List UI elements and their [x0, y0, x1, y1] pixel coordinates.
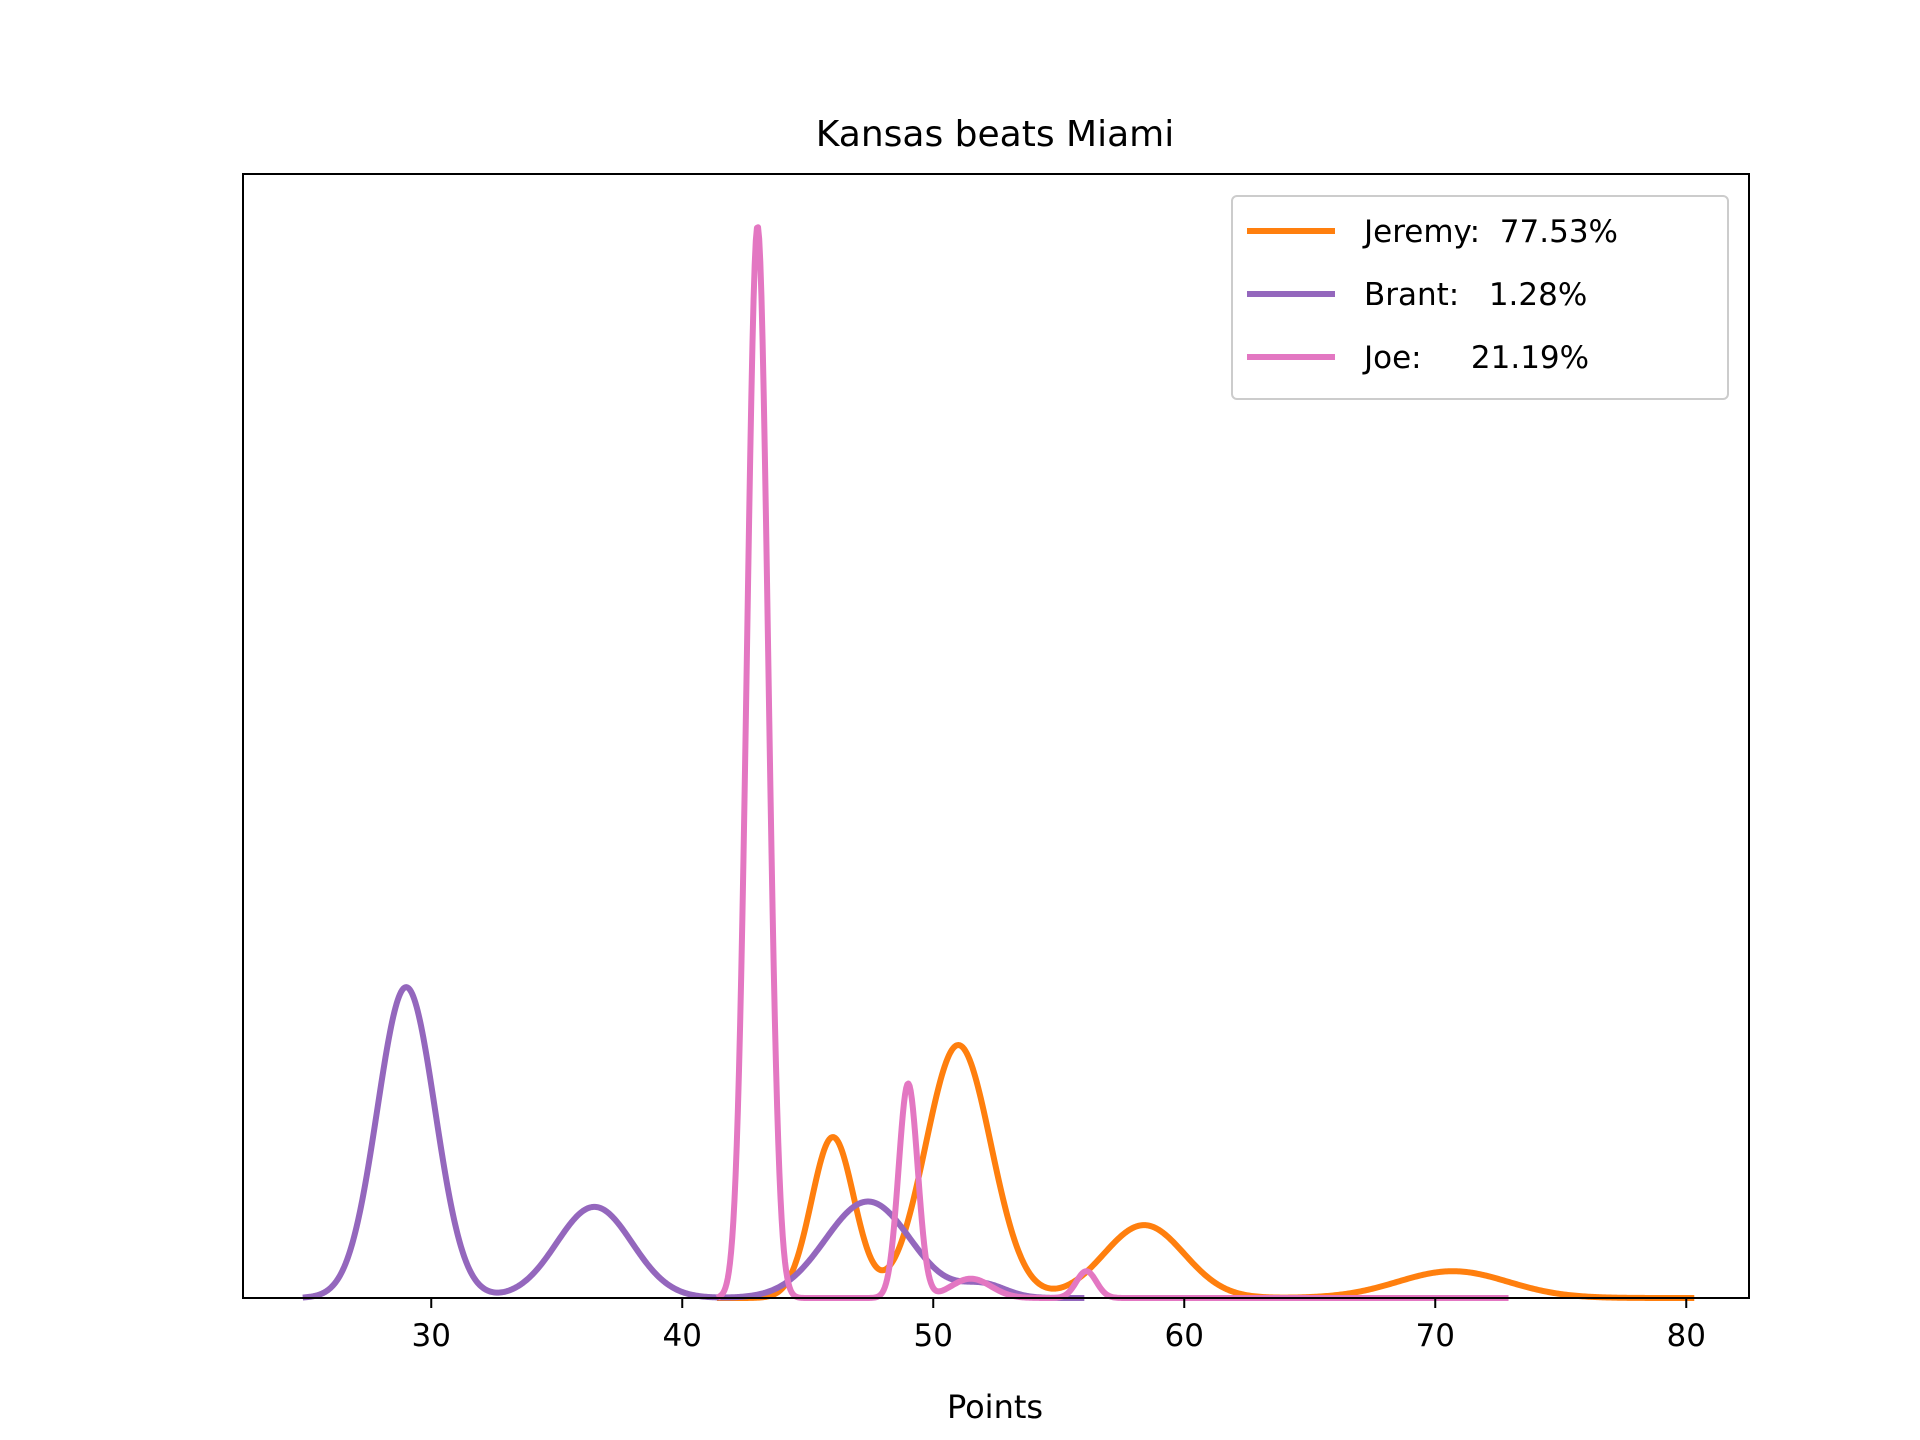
legend-label-jeremy: Jeremy: 77.53% — [1362, 214, 1618, 250]
plot-frame — [242, 173, 1750, 1299]
x-axis-label: Points — [947, 1388, 1043, 1426]
chart-title: Kansas beats Miami — [816, 114, 1174, 155]
x-tick-label: 70 — [1416, 1318, 1455, 1354]
legend-box — [1231, 195, 1729, 400]
x-axis-ticks: 30 40 50 60 70 80 — [412, 1298, 1706, 1354]
series-line-jeremy — [716, 1042, 1695, 1301]
x-tick-label: 60 — [1165, 1318, 1204, 1354]
x-tick-label: 30 — [412, 1318, 451, 1354]
x-tick-label: 40 — [663, 1318, 702, 1354]
legend-label-joe: Joe: 21.19% — [1362, 340, 1589, 376]
legend-label-brant: Brant: 1.28% — [1364, 277, 1587, 313]
x-tick-label: 50 — [914, 1318, 953, 1354]
legend: Jeremy: 77.53% Brant: 1.28% Joe: 21.19% — [1231, 195, 1729, 400]
x-tick-label: 80 — [1667, 1318, 1706, 1354]
series-line-brant — [302, 984, 1085, 1301]
